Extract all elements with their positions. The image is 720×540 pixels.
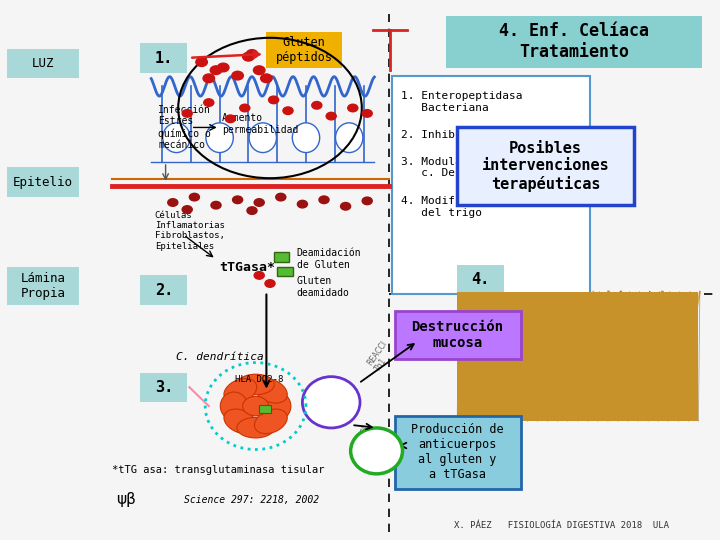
FancyBboxPatch shape: [7, 167, 79, 197]
Circle shape: [246, 50, 258, 58]
Ellipse shape: [254, 379, 287, 403]
Text: 2. Inhibidores de tTGasa: 2. Inhibidores de tTGasa: [401, 130, 563, 140]
Text: LUZ: LUZ: [32, 57, 55, 70]
Text: REACCI
Th2: REACCI Th2: [353, 424, 381, 458]
Text: Linf.
"B": Linf. "B": [360, 440, 393, 462]
Text: 4. Modificación genética
   del trigo: 4. Modificación genética del trigo: [401, 196, 563, 218]
Circle shape: [243, 396, 269, 416]
Text: Gluten
deamidado: Gluten deamidado: [297, 276, 349, 298]
Circle shape: [276, 193, 286, 201]
Text: Gluten
péptidos: Gluten péptidos: [276, 36, 333, 64]
Circle shape: [196, 58, 207, 66]
Text: Deamidación
de Gluten: Deamidación de Gluten: [297, 248, 361, 270]
Circle shape: [232, 71, 243, 80]
Ellipse shape: [351, 428, 402, 474]
FancyBboxPatch shape: [266, 32, 342, 68]
Text: 4. Enf. Celíaca
Tratamiento: 4. Enf. Celíaca Tratamiento: [499, 23, 649, 61]
Circle shape: [240, 104, 250, 112]
Ellipse shape: [224, 409, 257, 434]
Text: Células
Inflamatorias
Fibroblastos,
Epiteliales: Células Inflamatorias Fibroblastos, Epit…: [155, 211, 225, 251]
Circle shape: [362, 110, 372, 117]
Text: Producción de
anticuerpos
al gluten y
a tTGasa: Producción de anticuerpos al gluten y a …: [411, 423, 504, 481]
Circle shape: [297, 200, 307, 208]
Ellipse shape: [163, 123, 190, 152]
Circle shape: [225, 115, 235, 123]
Text: Epitelio: Epitelio: [13, 176, 73, 189]
Text: 2.: 2.: [155, 283, 173, 298]
Ellipse shape: [336, 123, 363, 152]
Ellipse shape: [302, 377, 360, 428]
Text: 3.: 3.: [155, 380, 173, 395]
Text: *tTG asa: transglutaminasa tisular: *tTG asa: transglutaminasa tisular: [112, 465, 324, 475]
Text: Posibles
intervenciones
terapéuticas: Posibles intervenciones terapéuticas: [482, 140, 609, 192]
Circle shape: [312, 102, 322, 109]
Ellipse shape: [220, 392, 248, 420]
FancyBboxPatch shape: [277, 267, 293, 276]
Text: X. PÁEZ   FISIOLOGÍA DIGESTIVA 2018  ULA: X. PÁEZ FISIOLOGÍA DIGESTIVA 2018 ULA: [454, 521, 669, 530]
FancyBboxPatch shape: [7, 49, 79, 78]
Circle shape: [261, 74, 272, 83]
Ellipse shape: [237, 374, 274, 395]
Text: 3. Moduladores de
   c. Dendríticas: 3. Moduladores de c. Dendríticas: [401, 157, 516, 178]
FancyBboxPatch shape: [457, 265, 504, 294]
Text: Aumento
permeabilidad: Aumento permeabilidad: [222, 113, 298, 135]
Ellipse shape: [292, 123, 320, 152]
Circle shape: [189, 193, 199, 201]
Ellipse shape: [254, 409, 287, 434]
Circle shape: [254, 199, 264, 206]
Circle shape: [283, 107, 293, 114]
Text: Infección
Estrés
químico o
mecánico: Infección Estrés químico o mecánico: [158, 105, 211, 150]
Circle shape: [254, 272, 264, 279]
Circle shape: [168, 199, 178, 206]
Text: Linf.
"T": Linf. "T": [315, 392, 348, 413]
FancyBboxPatch shape: [140, 373, 187, 402]
Circle shape: [253, 66, 265, 75]
Circle shape: [319, 196, 329, 204]
Circle shape: [265, 280, 275, 287]
FancyBboxPatch shape: [395, 416, 521, 489]
Text: 1.: 1.: [155, 51, 173, 65]
Circle shape: [247, 207, 257, 214]
Text: 4.: 4.: [472, 272, 490, 287]
Text: Destrucción
mucosa: Destrucción mucosa: [412, 320, 503, 350]
FancyBboxPatch shape: [259, 405, 271, 413]
Circle shape: [203, 74, 215, 83]
Circle shape: [243, 52, 254, 61]
Text: C. dendrítica: C. dendrítica: [176, 353, 264, 362]
Circle shape: [204, 99, 214, 106]
Ellipse shape: [264, 392, 291, 420]
Circle shape: [182, 206, 192, 213]
Text: tTGasa*: tTGasa*: [220, 261, 276, 274]
FancyBboxPatch shape: [395, 310, 521, 359]
Circle shape: [211, 201, 221, 209]
FancyBboxPatch shape: [457, 292, 698, 421]
Circle shape: [348, 104, 358, 112]
Text: 1. Enteropeptidasa
   Bacteriana: 1. Enteropeptidasa Bacteriana: [401, 91, 523, 113]
Circle shape: [362, 197, 372, 205]
Ellipse shape: [249, 123, 276, 152]
FancyBboxPatch shape: [140, 43, 187, 73]
FancyBboxPatch shape: [446, 16, 702, 68]
FancyBboxPatch shape: [457, 127, 634, 205]
FancyBboxPatch shape: [392, 76, 590, 294]
FancyBboxPatch shape: [140, 275, 187, 305]
Text: ψβ: ψβ: [116, 492, 136, 507]
FancyBboxPatch shape: [7, 267, 79, 305]
Text: Science 297: 2218, 2002: Science 297: 2218, 2002: [184, 495, 319, 504]
Circle shape: [217, 63, 229, 72]
Ellipse shape: [237, 417, 274, 438]
Circle shape: [210, 66, 222, 75]
FancyBboxPatch shape: [274, 252, 289, 262]
Circle shape: [341, 202, 351, 210]
Text: REACCI
Th1: REACCI Th1: [365, 339, 397, 374]
Circle shape: [326, 112, 336, 120]
Circle shape: [269, 96, 279, 104]
Text: HLA DQ2-8: HLA DQ2-8: [235, 375, 284, 383]
Circle shape: [233, 196, 243, 204]
Ellipse shape: [224, 379, 257, 403]
Circle shape: [182, 110, 192, 117]
Text: Lámina
Propia: Lámina Propia: [21, 272, 66, 300]
Ellipse shape: [206, 123, 233, 152]
